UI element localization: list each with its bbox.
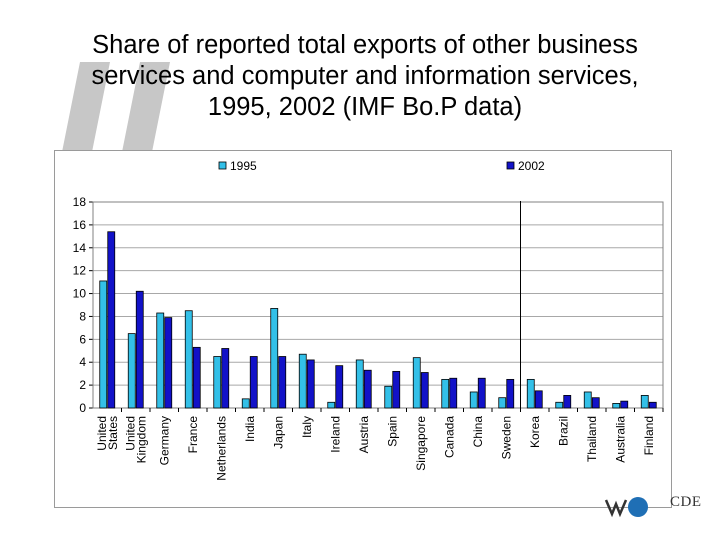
bar-2002 (506, 378, 515, 409)
x-tick-label: Ireland (328, 416, 342, 453)
y-tick-label: 12 (73, 264, 87, 278)
bar-2002 (648, 401, 657, 409)
title-line-1: Share of reported total exports of other… (92, 31, 638, 59)
legend-label-2002: 2002 (518, 159, 545, 173)
x-tick-label: Spain (385, 416, 399, 447)
bar-1995 (99, 280, 108, 409)
bar-2002 (449, 377, 458, 409)
bar-2002 (221, 348, 230, 409)
y-tick-label: 14 (73, 241, 87, 255)
legend-label-1995: 1995 (230, 159, 257, 173)
x-tick-label: Sweden (499, 416, 513, 459)
y-tick-label: 0 (79, 401, 86, 415)
x-tick-label: Germany (157, 416, 171, 465)
x-tick-label: France (186, 416, 200, 454)
quote-mark-decoration (60, 62, 170, 162)
bar-2002 (477, 377, 486, 409)
bar-2002 (620, 400, 629, 409)
bar-2002 (420, 372, 429, 409)
bar-1995 (498, 397, 507, 409)
bar-1995 (583, 391, 592, 409)
plot-area (92, 201, 664, 409)
bar-1995 (241, 398, 250, 409)
y-tick-label: 4 (79, 355, 86, 369)
x-tick-label: United (95, 416, 109, 451)
bar-1995 (127, 333, 136, 409)
bar-1995 (441, 378, 450, 409)
bar-2002 (249, 356, 258, 409)
bar-1995 (184, 310, 193, 409)
bar-2002 (192, 346, 201, 409)
bar-1995 (355, 359, 364, 409)
x-tick-label: Australia (613, 416, 627, 463)
chart-frame: 0 2 4 6 8 10 12 14 16 18 United States United Kingdom… (54, 150, 672, 508)
bar-2002 (335, 365, 344, 409)
bar-1995 (555, 401, 564, 409)
bar-2002 (591, 397, 600, 409)
bar-1995 (412, 357, 421, 409)
x-tick-label: Kingdom (134, 416, 148, 463)
x-tick-label: United (123, 416, 137, 451)
legend-swatch-1995 (218, 161, 227, 170)
bar-1995 (384, 385, 393, 409)
x-tick-label: Italy (300, 416, 314, 438)
bar-1995 (156, 312, 165, 409)
y-tick-label: 10 (73, 287, 87, 301)
x-tick-label: States (106, 416, 120, 450)
x-tick-label: Singapore (414, 416, 428, 471)
x-tick-label: Netherlands (214, 416, 228, 481)
title-line-3: 1995, 2002 (IMF Bo.P data) (207, 93, 523, 121)
x-tick-label: Brazil (556, 416, 570, 446)
x-tick-label: Thailand (585, 416, 599, 462)
bar-2002 (107, 231, 116, 409)
logo: CDE (604, 488, 714, 524)
x-tick-label: Finland (642, 416, 656, 455)
x-tick-label: China (471, 416, 485, 448)
bar-2002 (392, 370, 401, 409)
x-tick-label: Austria (357, 416, 371, 454)
legend-swatch-2002 (506, 161, 515, 170)
logo-mark-icon (604, 497, 648, 518)
bar-2002 (534, 390, 543, 409)
y-tick-label: 2 (79, 378, 86, 392)
title-line-2: services and computer and information se… (91, 62, 639, 90)
y-tick-label: 18 (73, 195, 87, 209)
bar-1995 (298, 353, 307, 409)
bar-1995 (213, 356, 222, 409)
x-tick-label: Japan (271, 416, 285, 449)
x-tick-label: India (243, 416, 257, 442)
bar-2002 (278, 356, 287, 409)
x-tick-label: Canada (442, 416, 456, 458)
bar-1995 (270, 308, 279, 409)
logo-text: CDE (670, 494, 702, 510)
bar-1995 (640, 395, 649, 409)
y-tick-label: 16 (73, 218, 87, 232)
y-tick-label: 8 (79, 309, 86, 323)
x-tick-label: Korea (528, 416, 542, 448)
slide-title: Share of reported total exports of other… (40, 30, 690, 123)
bar-1995 (469, 391, 478, 409)
bar-2002 (164, 317, 173, 409)
bar-2002 (563, 395, 572, 409)
bar-2002 (306, 359, 315, 409)
bar-1995 (327, 401, 336, 409)
bar-2002 (135, 290, 144, 409)
bar-1995 (526, 378, 535, 409)
y-tick-label: 6 (79, 332, 86, 346)
bar-2002 (363, 369, 372, 409)
bar-1995 (612, 403, 621, 409)
